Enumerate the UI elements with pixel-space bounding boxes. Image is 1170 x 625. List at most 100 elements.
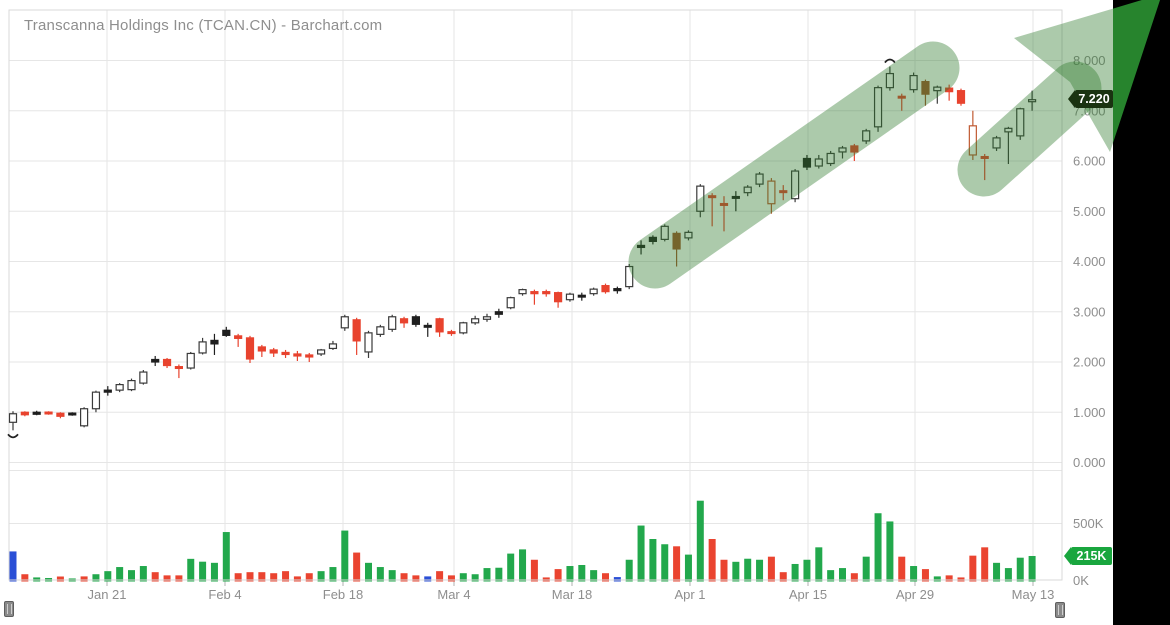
candle (873, 85, 883, 132)
candle-body (743, 186, 752, 194)
candle-body (589, 288, 598, 295)
volume-bar (56, 576, 64, 582)
candle (518, 288, 527, 296)
candle (731, 191, 740, 212)
volume-bar (696, 500, 704, 582)
date-tick-label: May 13 (1012, 587, 1055, 602)
volume-bar (850, 573, 858, 582)
volume-bar (1016, 557, 1024, 582)
candle-body (779, 190, 788, 194)
up-arrow-icon (1014, 8, 1113, 152)
candle-body (897, 95, 906, 99)
candle-body (601, 285, 610, 293)
candle-body (956, 90, 966, 104)
volume-bar (222, 532, 230, 582)
candle (44, 411, 53, 415)
candle-body (506, 297, 515, 309)
price-tick-label: 2.000 (1073, 355, 1106, 370)
candle (672, 231, 681, 267)
volume-bar (175, 575, 183, 582)
candle-body (625, 265, 634, 288)
candle (328, 340, 338, 350)
volume-bar (625, 559, 633, 582)
volume-bar (424, 576, 432, 582)
volume-bar (234, 573, 242, 582)
volume-tag-notch-icon (1064, 547, 1071, 565)
volume-bar (210, 562, 218, 582)
volume-bar (827, 570, 835, 582)
volume-bar (661, 544, 669, 582)
candle (79, 407, 89, 428)
candle-body (471, 318, 480, 324)
volume-bar (246, 572, 254, 582)
volume-bar (116, 567, 124, 582)
candle-body (340, 316, 349, 329)
candle (921, 79, 930, 106)
volume-bar (815, 547, 823, 582)
candle-body (459, 322, 468, 334)
candle-body (814, 158, 823, 167)
volume-bar (199, 561, 207, 582)
candle-body (388, 316, 397, 330)
price-tag-notch-icon (1068, 90, 1075, 108)
candle-body (399, 318, 409, 324)
trend-highlight-band (957, 61, 1102, 197)
candle (719, 196, 729, 232)
scrollbar-handle-left[interactable] (4, 601, 14, 617)
volume-bar (673, 546, 681, 582)
candle-body (945, 87, 954, 93)
candle-body (482, 316, 492, 320)
candle-body (328, 343, 338, 350)
volume-bar (554, 569, 562, 582)
candle-body (850, 145, 859, 153)
volume-bar (1028, 555, 1036, 582)
candle (885, 66, 895, 91)
candle-body (826, 152, 835, 165)
volume-bar (720, 559, 728, 582)
candle-body (802, 157, 812, 168)
candle-body (352, 319, 361, 342)
volume-bar (566, 566, 574, 582)
volume-bar (365, 562, 372, 582)
candle-body (613, 288, 622, 292)
candle (234, 333, 243, 347)
candle-body (317, 349, 326, 355)
candle (257, 344, 266, 357)
chart-title: Transcanna Holdings Inc (TCAN.CN) - Barc… (24, 17, 383, 34)
candle (909, 72, 918, 93)
volume-bar (957, 577, 965, 582)
volume-bar (139, 566, 147, 582)
candle (364, 330, 373, 358)
candle-body (767, 180, 776, 205)
candle (553, 291, 563, 308)
volume-bar (862, 556, 870, 582)
volume-bar (258, 572, 266, 582)
candle-body (56, 412, 65, 417)
candle (992, 135, 1001, 151)
volume-bar (436, 571, 444, 582)
volume-bar (376, 567, 384, 582)
candle (494, 308, 503, 318)
candle (838, 145, 847, 159)
volume-bar (613, 577, 621, 582)
candle-body (139, 371, 148, 384)
candle-body (364, 332, 373, 353)
candle-body (245, 337, 255, 360)
last-volume-tag: 215K (1064, 547, 1112, 565)
candle (305, 352, 314, 362)
volume-bar (92, 574, 100, 582)
candle (850, 143, 859, 161)
candle-body (1016, 108, 1025, 137)
volume-bar (459, 573, 467, 582)
candle (435, 317, 444, 337)
candle (115, 383, 124, 393)
scrollbar-handle-right[interactable] (1055, 602, 1065, 618)
volume-bar (104, 571, 112, 582)
volume-bar (187, 558, 195, 582)
price-tick-label: 8.000 (1073, 53, 1106, 68)
candle (411, 314, 420, 327)
candle-body (494, 311, 503, 315)
candle (648, 235, 658, 245)
candle-body (293, 353, 302, 357)
